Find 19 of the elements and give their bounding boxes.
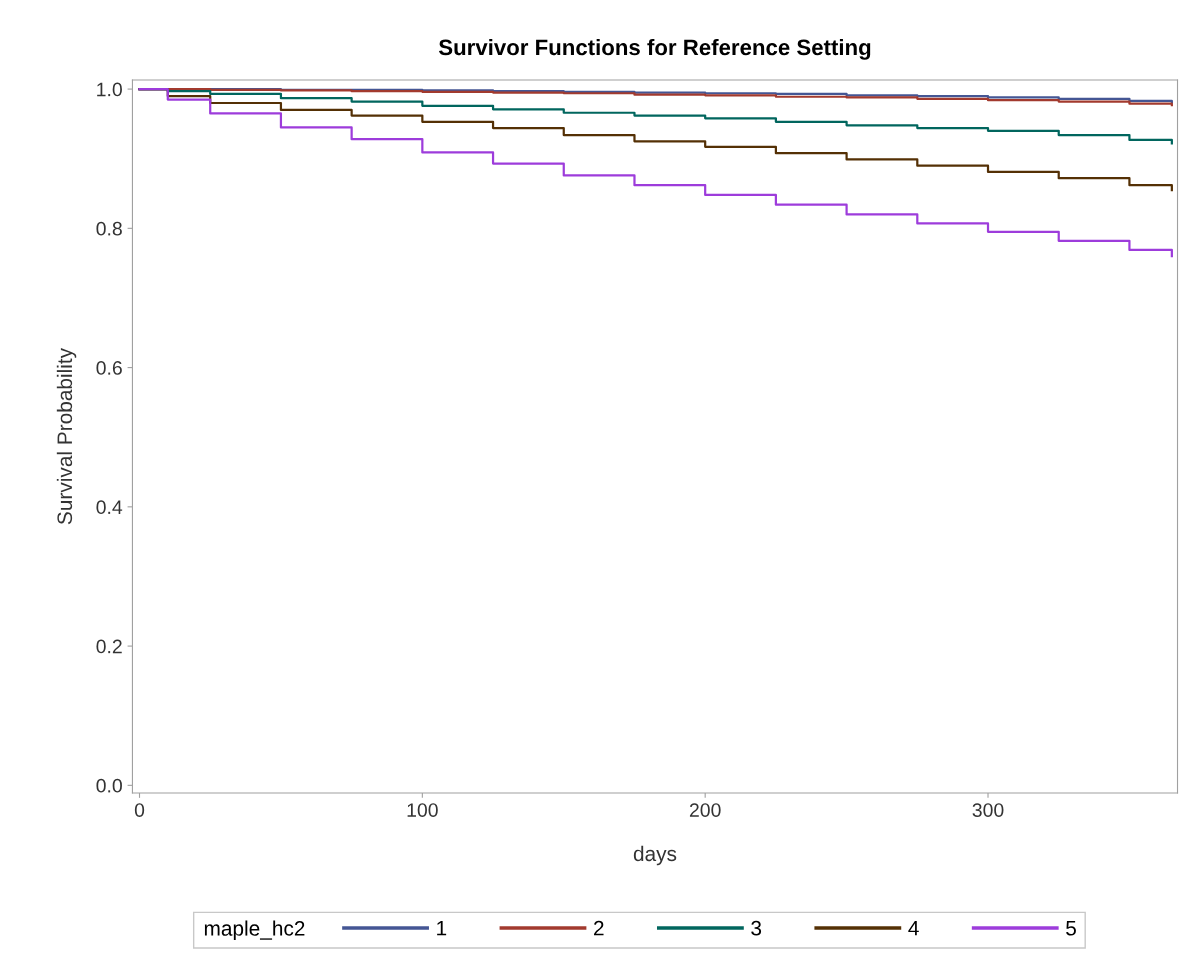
- y-tick-label: 0.8: [96, 221, 122, 236]
- y-tick-label: 0.2: [96, 639, 122, 654]
- legend-label: 1: [437, 921, 447, 936]
- legend-title: maple_hc2: [204, 920, 305, 940]
- x-tick-label: 0: [134, 803, 145, 817]
- chart-title: Survivor Functions for Reference Setting: [438, 38, 871, 60]
- x-tick-label: 100: [407, 803, 438, 817]
- legend-label: 4: [908, 921, 919, 936]
- y-tick-label: 0.0: [96, 778, 122, 793]
- y-axis-title: Survival Probability: [56, 347, 77, 525]
- y-tick-label: 1.0: [97, 82, 122, 97]
- y-tick-label: 0.4: [96, 500, 123, 515]
- legend-label: 3: [751, 920, 762, 936]
- x-tick-label: 300: [972, 803, 1004, 817]
- x-tick-label: 200: [689, 803, 721, 817]
- legend-label: 2: [594, 920, 604, 936]
- y-tick-label: 0.6: [96, 361, 122, 375]
- legend-label: 5: [1066, 921, 1076, 936]
- x-axis-title: days: [633, 845, 677, 866]
